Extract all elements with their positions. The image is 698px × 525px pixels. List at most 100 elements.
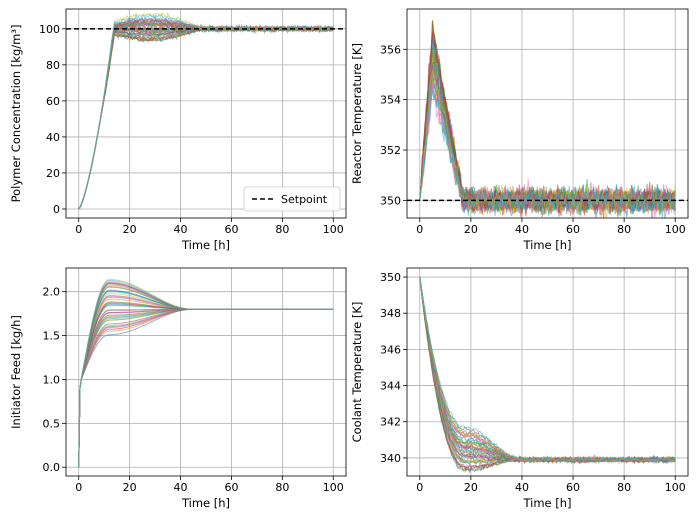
trajectory-line <box>78 24 334 210</box>
y-tick-label: 342 <box>380 416 401 429</box>
trajectory-line <box>419 276 676 465</box>
x-tick-label: 60 <box>224 481 238 494</box>
trajectory-line <box>419 90 676 217</box>
x-axis-label: Time [h] <box>181 238 230 252</box>
trajectory-line <box>419 276 676 464</box>
trajectory-line <box>419 276 676 463</box>
axes-frame <box>65 267 347 477</box>
x-tick-label: 0 <box>416 481 423 494</box>
trajectory-line <box>419 276 676 464</box>
trajectory-line <box>419 276 676 465</box>
trajectory-line <box>419 276 676 465</box>
x-tick-label: 0 <box>75 223 82 236</box>
trajectory-line <box>78 308 334 468</box>
polymer-concentration-chart: 0 20 40 60 80 100 0 20 40 60 80 100 Time [h] Polymer … <box>9 8 347 252</box>
trajectory-line <box>419 276 676 464</box>
y-tick-label: 0 <box>53 203 60 216</box>
x-tick-label: 80 <box>617 223 631 236</box>
y-tick-label: 348 <box>380 307 401 320</box>
trajectory-line <box>78 295 334 468</box>
y-tick-label: 344 <box>380 380 401 393</box>
trajectory-line <box>419 276 676 464</box>
axes-frame <box>65 8 347 219</box>
trajectory-line <box>419 276 676 465</box>
trajectory-line <box>78 25 334 210</box>
x-tick-label: 40 <box>174 223 188 236</box>
trajectory-line <box>419 276 676 464</box>
trajectory-line <box>78 308 334 468</box>
trajectory-line <box>419 276 676 465</box>
trajectory-line <box>419 276 676 464</box>
trajectory-line <box>419 276 676 464</box>
trajectory-line <box>78 25 334 210</box>
trajectory-line <box>78 24 334 210</box>
legend-box <box>243 186 341 212</box>
trajectory-line <box>419 276 676 465</box>
trajectory-line <box>78 14 334 210</box>
trajectory-line <box>78 21 334 210</box>
trajectory-line <box>78 308 334 468</box>
x-tick-label: 0 <box>75 481 82 494</box>
trajectory-group <box>419 19 676 218</box>
trajectory-line <box>78 308 334 468</box>
trajectory-line <box>78 304 334 468</box>
x-tick-label: 40 <box>515 481 529 494</box>
x-tick-label: 100 <box>665 481 686 494</box>
x-tick-label: 40 <box>174 481 188 494</box>
y-tick-label: 352 <box>380 144 401 157</box>
trajectory-line <box>78 24 334 209</box>
trajectory-group <box>78 278 334 468</box>
trajectory-line <box>78 21 334 210</box>
axes-frame <box>406 8 689 219</box>
x-tick-label: 20 <box>123 223 137 236</box>
trajectory-line <box>419 276 676 465</box>
x-tick-label: 80 <box>275 223 289 236</box>
trajectory-line <box>78 308 334 468</box>
trajectory-line <box>78 308 334 468</box>
trajectory-line <box>78 280 334 468</box>
y-tick-label: 1.5 <box>43 330 61 343</box>
trajectory-line <box>78 24 334 210</box>
x-tick-label: 100 <box>323 481 344 494</box>
x-axis-label: Time [h] <box>522 238 571 252</box>
trajectory-line <box>78 25 334 210</box>
trajectory-line <box>419 276 676 471</box>
y-axis-label: Polymer Concentration [kg/m³] <box>9 25 23 203</box>
y-tick-label: 0.5 <box>43 417 61 430</box>
y-tick-label: 100 <box>39 23 60 36</box>
y-tick-label: 40 <box>46 131 60 144</box>
x-tick-label: 20 <box>123 481 137 494</box>
trajectory-line <box>78 24 334 210</box>
trajectory-line <box>78 21 334 209</box>
x-tick-label: 80 <box>275 481 289 494</box>
trajectory-line <box>78 308 334 468</box>
trajectory-line <box>78 308 334 468</box>
trajectory-line <box>78 23 334 210</box>
x-tick-label: 100 <box>323 223 344 236</box>
x-tick-label: 60 <box>566 481 580 494</box>
trajectory-line <box>78 298 334 468</box>
x-tick-label: 60 <box>566 223 580 236</box>
y-axis-label: Reactor Temperature [K] <box>350 43 364 184</box>
trajectory-line <box>419 276 676 464</box>
trajectory-line <box>78 15 334 209</box>
x-tick-label: 20 <box>464 481 478 494</box>
trajectory-line <box>78 308 334 468</box>
y-axis-label: Initiator Feed [kg/h] <box>9 315 23 429</box>
trajectory-line <box>78 278 334 468</box>
trajectory-line <box>419 276 676 464</box>
trajectory-line <box>78 18 334 210</box>
coolant-temperature-chart: 0 20 40 60 80 100 340 342 344 346 348 350 Time [h] Co… <box>350 267 689 510</box>
legend-label: Setpoint <box>281 193 328 206</box>
trajectory-line <box>419 276 676 464</box>
y-tick-label: 346 <box>380 343 401 356</box>
trajectory-line <box>419 276 676 465</box>
trajectory-line <box>419 276 676 464</box>
trajectory-line <box>78 283 334 468</box>
trajectory-line <box>419 276 676 464</box>
trajectory-line <box>78 308 334 468</box>
trajectory-line <box>419 276 676 465</box>
trajectory-line <box>78 296 334 468</box>
trajectory-group <box>78 12 334 210</box>
trajectory-line <box>78 19 334 210</box>
